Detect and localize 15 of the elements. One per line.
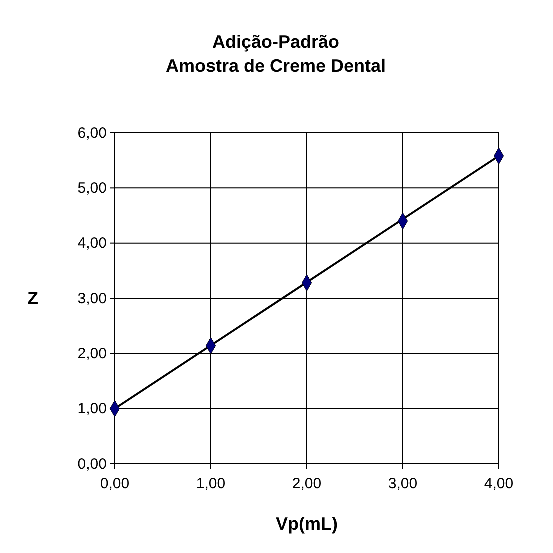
y-tick-label: 5,00 xyxy=(78,180,107,197)
y-tick-label: 2,00 xyxy=(78,345,107,362)
x-tick-label: 1,00 xyxy=(196,476,226,492)
y-axis-title: Z xyxy=(28,288,38,308)
y-tick-label: 3,00 xyxy=(78,290,107,308)
y-tick-label: 4,00 xyxy=(78,235,107,252)
y-tick-label: 0,00 xyxy=(78,456,107,473)
x-tick-label: 2,00 xyxy=(292,476,322,492)
x-tick-label: 4,00 xyxy=(484,476,514,492)
x-axis-title: Vp(mL) xyxy=(276,514,338,534)
y-tick-label: 6,00 xyxy=(78,124,107,142)
x-tick-label: 0,00 xyxy=(100,476,130,492)
y-tick-label: 1,00 xyxy=(78,400,107,418)
x-tick-label: 3,00 xyxy=(388,476,418,492)
chart-title: Adição-Padrão Amostra de Creme Dental xyxy=(166,32,386,76)
